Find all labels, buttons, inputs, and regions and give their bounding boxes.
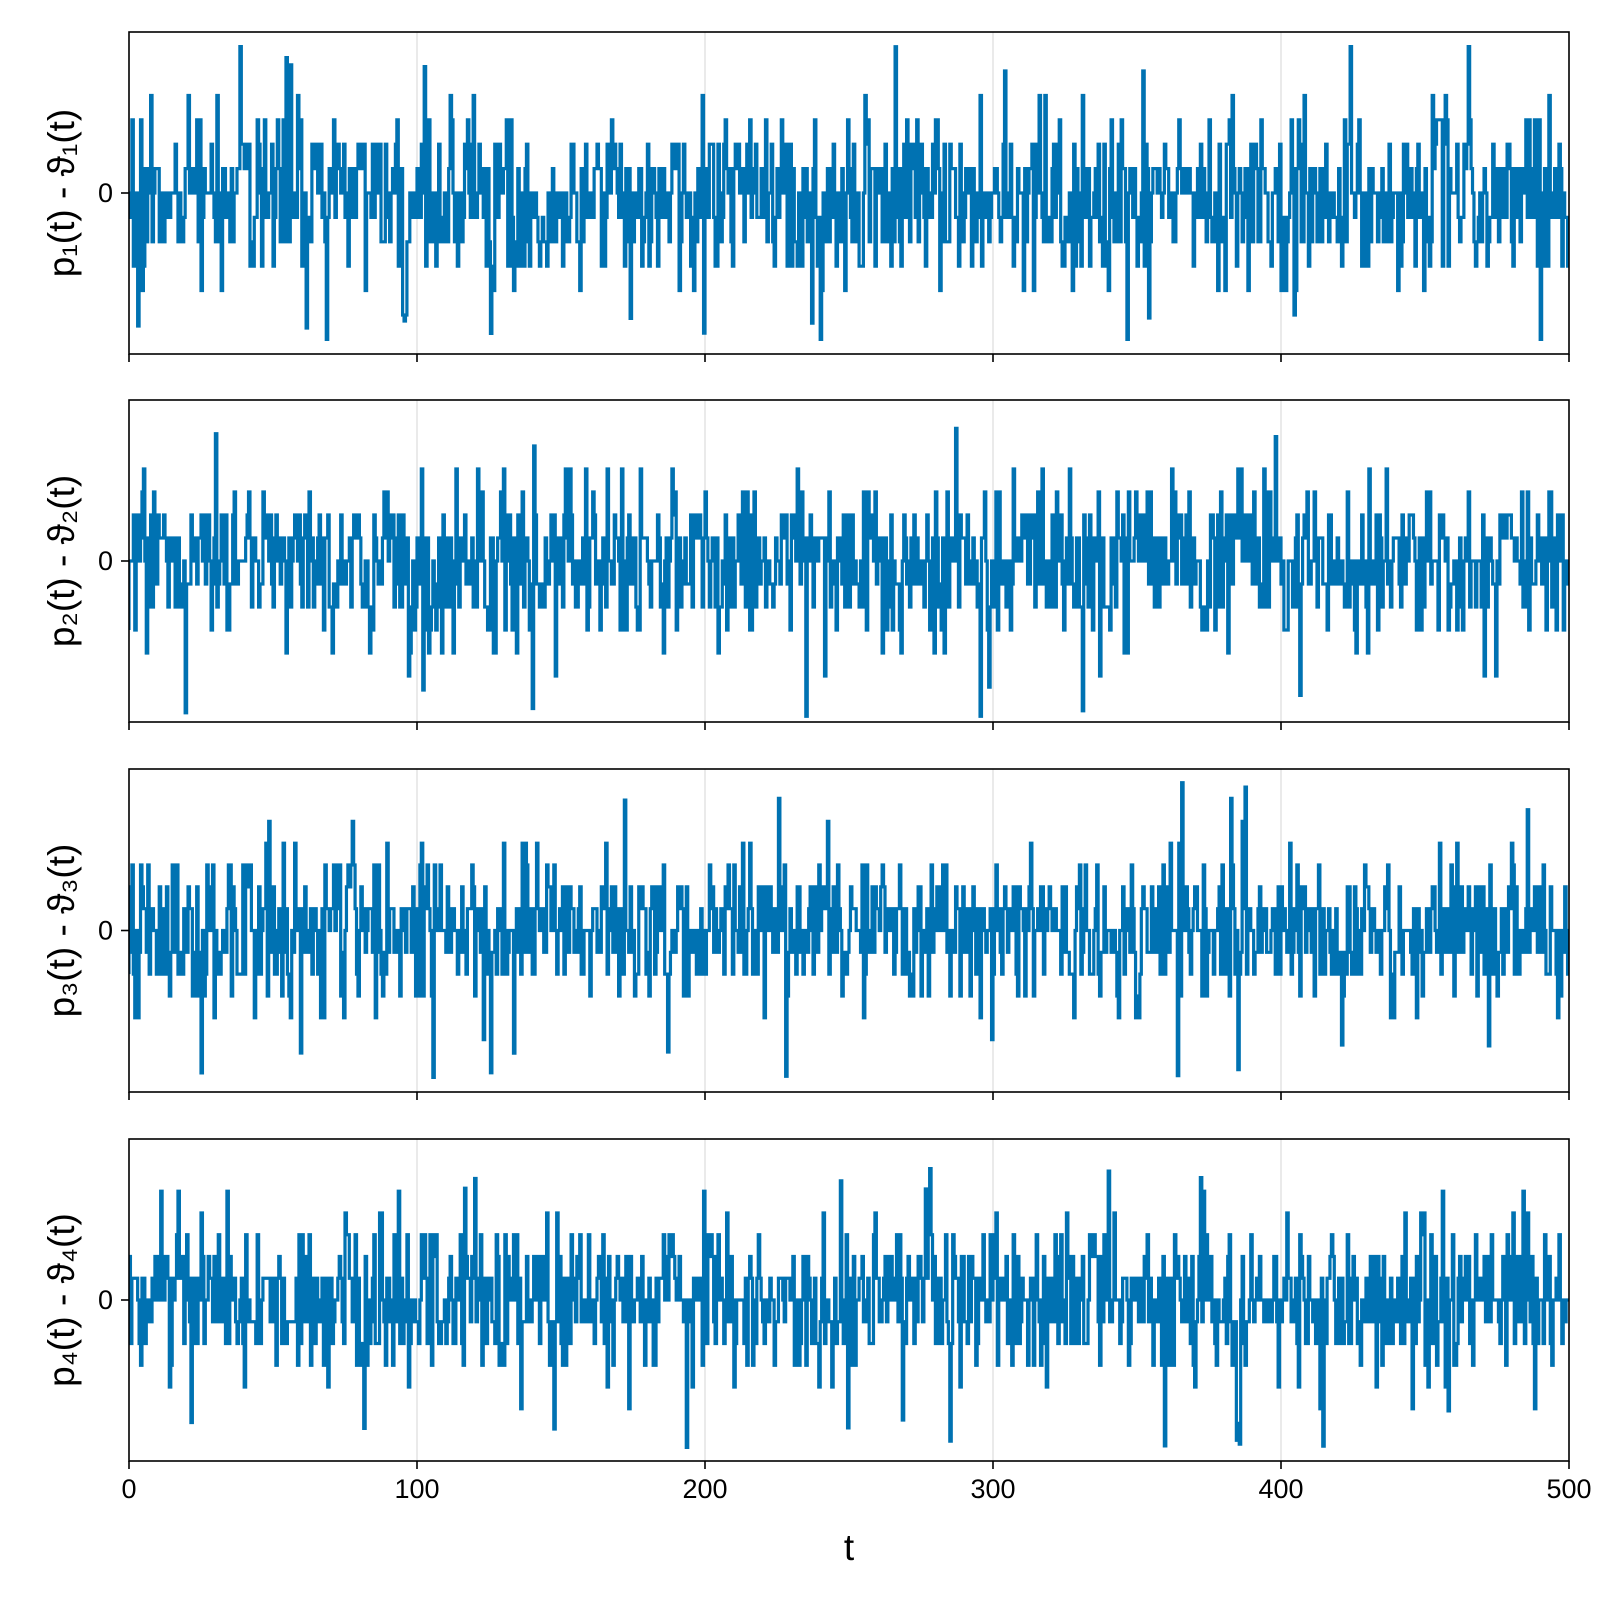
series-line-1 [129,45,1569,341]
series-line-4 [129,1167,1569,1449]
y-axis-label: p₁(t) - ϑ₁(t) [41,109,82,278]
x-tick-label: 200 [682,1474,727,1504]
y-tick-label: 0 [98,916,113,946]
x-tick-label: 100 [394,1474,439,1504]
x-tick-label: 500 [1546,1474,1591,1504]
series-line-3 [129,781,1569,1079]
x-tick-label: 300 [970,1474,1015,1504]
panel-1: 0 p₁(t) - ϑ₁(t) [41,31,1570,362]
panel-4: 0 0 100 200 300 400 500 p₄(t) - ϑ₄(t) t [41,1138,1592,1568]
y-axis-label: p₂(t) - ϑ₂(t) [41,475,82,647]
x-tick-label: 0 [121,1474,136,1504]
y-tick-label: 0 [98,1285,113,1315]
panel-2: 0 p₂(t) - ϑ₂(t) [41,399,1570,730]
y-axis-label: p₃(t) - ϑ₃(t) [41,844,82,1018]
series-line-2 [129,426,1569,718]
y-tick-label: 0 [98,178,113,208]
y-axis-label: p₄(t) - ϑ₄(t) [41,1213,82,1387]
x-tick-label: 400 [1258,1474,1303,1504]
x-axis-label: t [844,1527,855,1568]
y-tick-label: 0 [98,546,113,576]
panel-3: 0 p₃(t) - ϑ₃(t) [41,768,1570,1100]
